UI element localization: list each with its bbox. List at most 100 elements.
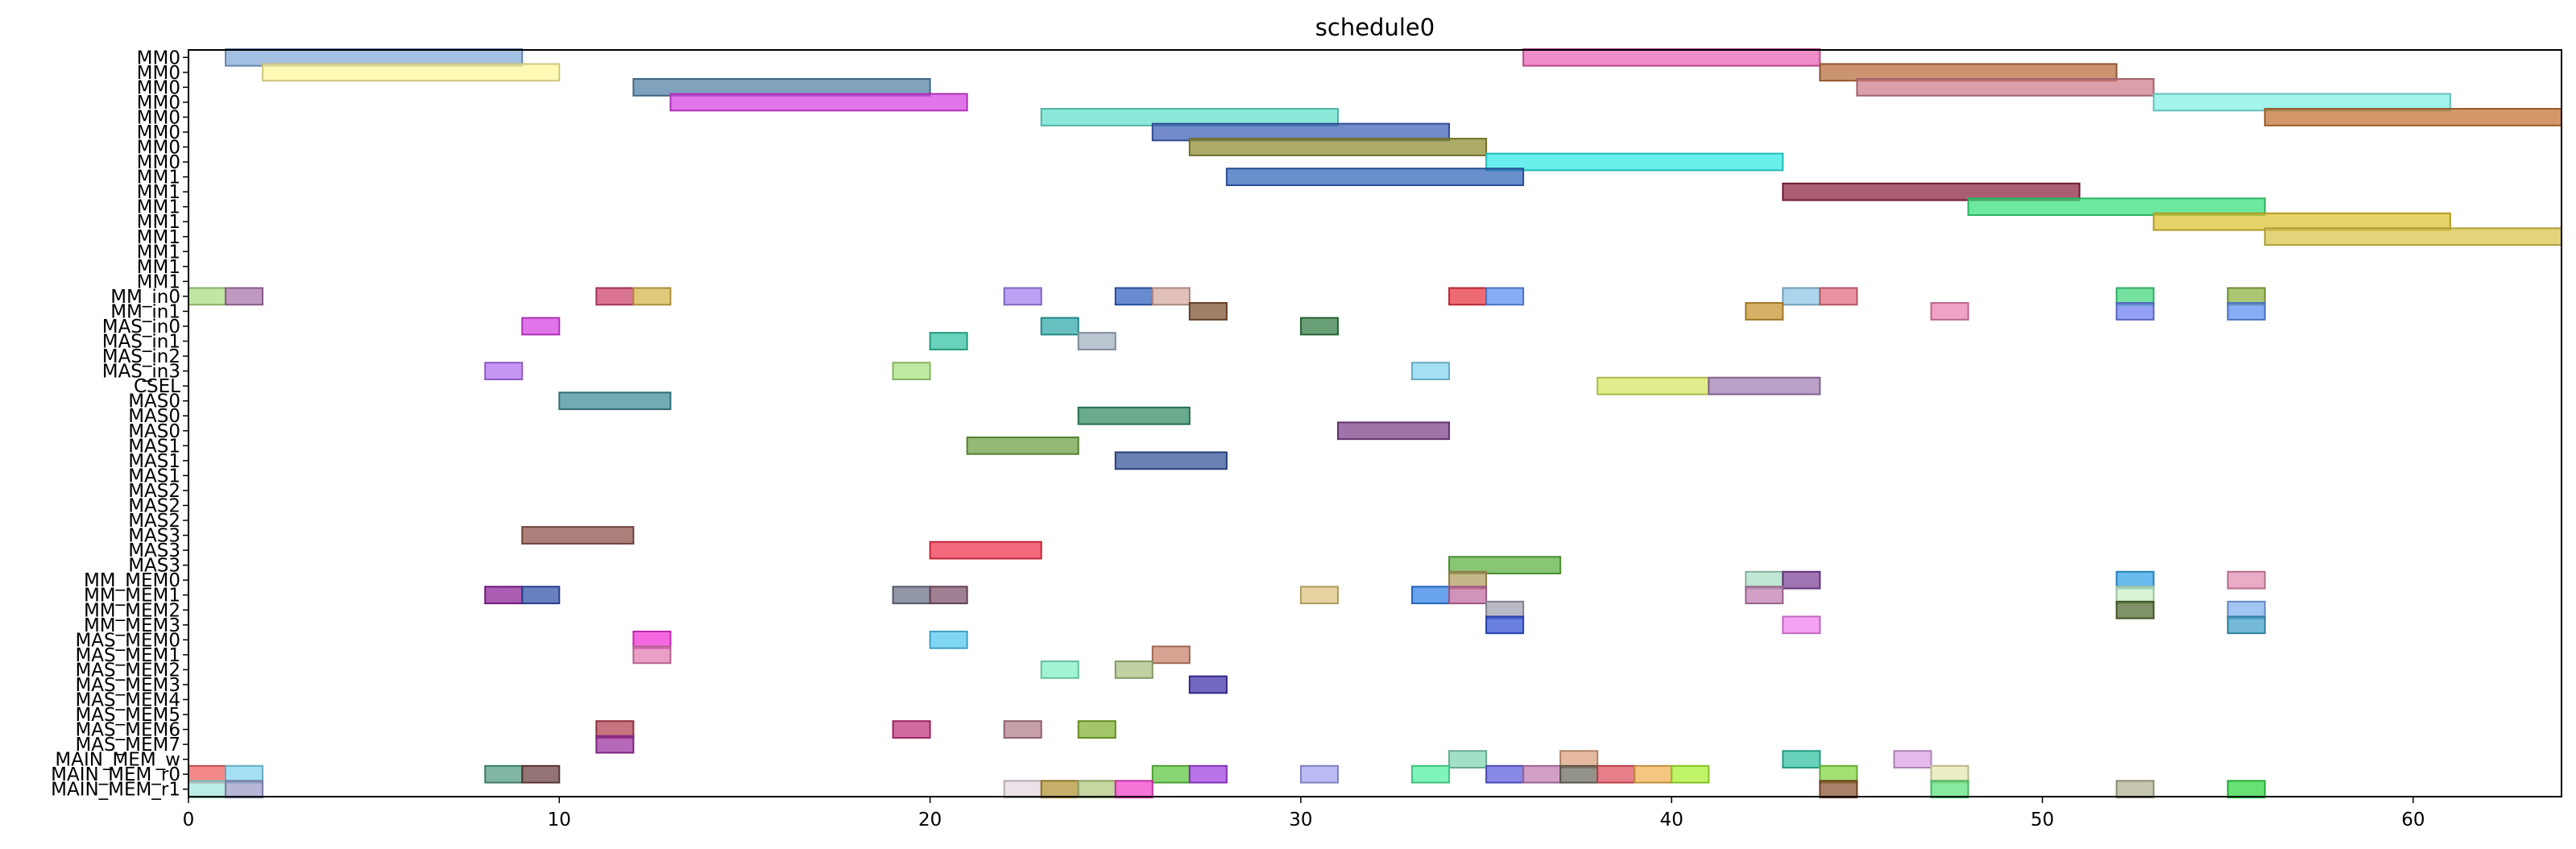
task-bar-51 <box>521 526 635 545</box>
y-tick-label: MAS_MEM2 <box>75 660 180 681</box>
task-bar-110 <box>1077 780 1116 799</box>
y-tick-label: MAS2 <box>128 511 180 532</box>
task-bar-19 <box>225 287 264 306</box>
y-tick-label: MM1 <box>137 242 180 263</box>
y-tick-label: MM0 <box>137 138 180 159</box>
task-bar-33 <box>1930 302 1969 321</box>
task-bar-71 <box>1485 615 1525 635</box>
y-tick-label: MM0 <box>137 63 180 84</box>
task-bar-115 <box>2226 780 2266 799</box>
task-bar-24 <box>1151 287 1191 306</box>
task-bar-56 <box>1782 570 1821 590</box>
task-bar-18 <box>188 287 227 306</box>
task-bar-15 <box>1967 197 2266 217</box>
task-bar-38 <box>1299 317 1339 336</box>
task-bar-69 <box>2115 600 2155 619</box>
task-bar-6 <box>669 93 968 112</box>
task-bar-86 <box>1448 750 1488 769</box>
y-tick-label: CSEL <box>134 376 180 397</box>
task-bar-89 <box>1893 750 1932 769</box>
task-bar-40 <box>1077 332 1116 350</box>
y-tick-label: MM0 <box>137 77 180 98</box>
y-tick-label: MM0 <box>137 122 180 143</box>
task-bar-83 <box>1003 720 1042 739</box>
task-bar-77 <box>1151 645 1191 665</box>
task-bar-31 <box>1188 302 1228 321</box>
task-bar-85 <box>595 735 635 754</box>
task-bar-78 <box>1040 661 1079 679</box>
y-tick-label: MAIN_MEM_r1 <box>51 780 180 801</box>
y-tick-label: MAS3 <box>128 526 180 547</box>
task-bar-41 <box>484 362 524 380</box>
y-tick-label: MM0 <box>137 48 180 68</box>
y-tick-label: MAS0 <box>128 391 180 412</box>
x-tick-label: 10 <box>548 810 571 830</box>
y-tick-label: MM_in0 <box>110 287 180 308</box>
x-tick-label: 60 <box>2401 810 2425 830</box>
y-tick-label: MAS1 <box>128 436 180 457</box>
task-bar-22 <box>1003 287 1042 306</box>
y-tick-label: MAS_in3 <box>102 362 180 383</box>
y-tick-label: MM1 <box>137 197 180 218</box>
task-bar-114 <box>2115 780 2155 799</box>
task-bar-14 <box>1782 182 2081 201</box>
y-tick-label: MAS_MEM0 <box>75 630 180 651</box>
y-tick-label: MAS1 <box>128 451 180 472</box>
task-bar-73 <box>2226 615 2266 635</box>
y-tick-label: MAS_MEM4 <box>75 690 180 710</box>
task-bar-98 <box>1485 764 1525 784</box>
task-bar-35 <box>2226 302 2266 321</box>
task-bar-21 <box>632 287 672 306</box>
y-tick-label: MAS_in1 <box>102 332 180 353</box>
task-bar-52 <box>929 540 1042 560</box>
task-bar-50 <box>1114 451 1228 470</box>
y-tick-label: MM0 <box>137 152 180 173</box>
task-bar-99 <box>1522 764 1562 784</box>
y-tick-label: MAS0 <box>128 421 180 442</box>
task-bar-101 <box>1597 764 1636 784</box>
plot-frame <box>188 49 2562 797</box>
task-bar-82 <box>892 720 931 739</box>
task-bar-48 <box>1336 421 1451 441</box>
task-bar-46 <box>558 391 672 411</box>
task-bar-27 <box>1782 287 1821 306</box>
y-tick-label: MAS_in2 <box>102 346 180 367</box>
y-tick-label: MAS3 <box>128 540 180 561</box>
y-tick-label: MM_MEM0 <box>84 570 180 591</box>
y-tick-label: MM_MEM3 <box>84 615 180 636</box>
y-tick-label: MAS2 <box>128 481 180 502</box>
task-bar-109 <box>1040 780 1079 799</box>
task-bar-72 <box>1782 615 1821 635</box>
x-axis-ticks: 0 10 20 30 40 50 60 <box>183 797 2425 830</box>
task-bar-108 <box>1003 780 1042 799</box>
y-tick-label: MAS_MEM5 <box>75 705 180 726</box>
task-bar-49 <box>966 436 1079 455</box>
task-bar-47 <box>1077 406 1191 425</box>
y-tick-label: MAIN_MEM_w <box>55 750 180 771</box>
task-bar-58 <box>2226 570 2266 590</box>
y-tick-label: MM1 <box>137 182 180 203</box>
y-tick-label: MAS_MEM6 <box>75 720 180 741</box>
task-bar-94 <box>1151 764 1191 784</box>
task-bar-112 <box>1819 780 1858 799</box>
x-tick-label: 0 <box>183 810 195 830</box>
task-bar-45 <box>1708 376 1821 396</box>
task-bar-23 <box>1114 287 1153 306</box>
task-bar-53 <box>1448 556 1562 575</box>
task-bar-43 <box>1411 362 1451 380</box>
task-bar-39 <box>929 332 968 350</box>
task-bar-13 <box>1225 168 1525 186</box>
task-bar-95 <box>1188 764 1228 784</box>
task-bar-66 <box>1745 586 1784 605</box>
y-tick-label: MAS3 <box>128 556 180 577</box>
task-bar-113 <box>1930 780 1969 799</box>
y-tick-label: MAS_MEM1 <box>75 645 180 666</box>
x-tick-label: 20 <box>918 810 942 830</box>
y-tick-label: MM0 <box>137 107 180 128</box>
task-bars <box>188 48 2562 799</box>
task-bar-96 <box>1299 764 1339 784</box>
task-bar-34 <box>2115 302 2155 321</box>
y-tick-label: MAIN_MEM_r0 <box>51 764 180 785</box>
task-bar-102 <box>1634 764 1673 784</box>
